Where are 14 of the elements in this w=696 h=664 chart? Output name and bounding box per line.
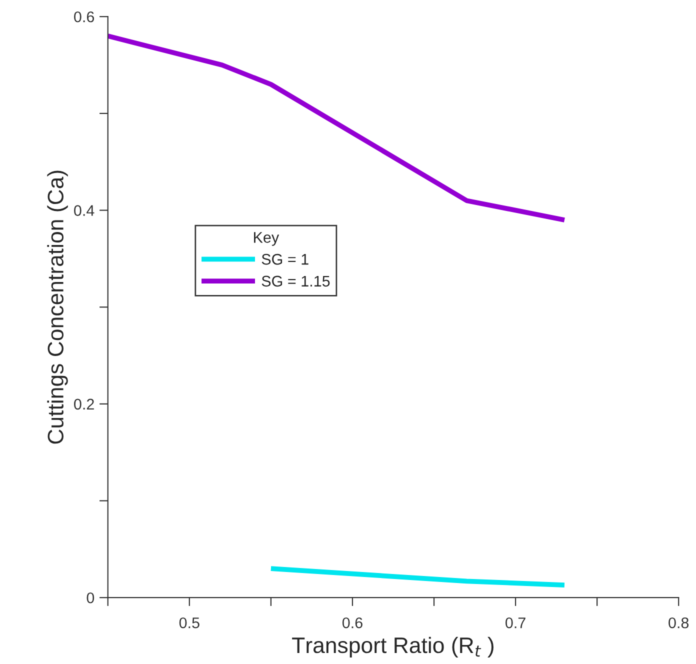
x-tick-label: 0.6	[342, 617, 362, 628]
line-series	[108, 34, 567, 222]
legend-label: SG = 1	[262, 254, 308, 265]
y-tick-label: 0.6	[74, 11, 94, 22]
legend-label: SG = 1.15	[262, 276, 330, 287]
x-tick-label: 0.8	[668, 617, 689, 628]
y-tick-label: 0	[86, 592, 94, 604]
y-axis-title: Cuttings Concentration (Ca)	[47, 170, 68, 444]
x-axis-title: Transport Ratio (R$_{t}$ )	[292, 636, 494, 658]
y-tick-label: 0.4	[74, 205, 94, 216]
legend-title: Key	[254, 232, 280, 246]
x-tick-label: 0.7	[506, 617, 526, 628]
y-tick-label: 0.2	[74, 398, 94, 410]
x-tick-label: 0.5	[179, 617, 200, 628]
